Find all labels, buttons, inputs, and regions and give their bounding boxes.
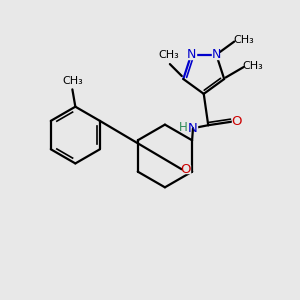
Text: CH₃: CH₃ <box>233 35 254 45</box>
Bar <box>212 51 221 59</box>
Text: O: O <box>181 163 191 176</box>
Text: CH₃: CH₃ <box>243 61 263 70</box>
Text: CH₃: CH₃ <box>158 50 179 60</box>
Text: O: O <box>231 115 242 128</box>
Bar <box>189 124 197 132</box>
Text: N: N <box>212 49 221 62</box>
Text: N: N <box>186 49 196 62</box>
Text: H: H <box>179 122 188 134</box>
Bar <box>182 165 190 173</box>
Text: N: N <box>188 122 198 135</box>
Bar <box>186 51 196 59</box>
Bar <box>232 118 241 126</box>
Text: CH₃: CH₃ <box>62 76 83 86</box>
